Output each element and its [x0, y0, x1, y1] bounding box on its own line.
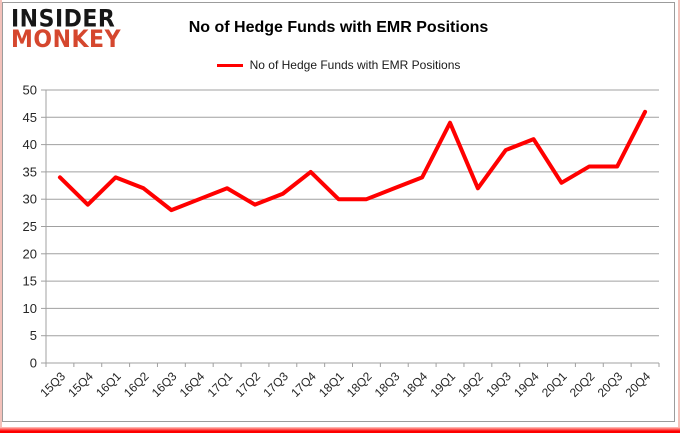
logo-line2: MONKEY	[11, 26, 122, 54]
right-border	[678, 0, 680, 433]
x-axis-label: 16Q3	[149, 369, 180, 400]
y-axis-label: 40	[23, 137, 37, 152]
y-axis-label: 50	[23, 83, 37, 98]
x-axis-label: 17Q3	[260, 369, 291, 400]
x-axis-label: 18Q1	[316, 369, 347, 400]
bottom-red-bar	[0, 427, 680, 433]
series-line	[57, 109, 648, 213]
x-axis-label: 19Q1	[427, 369, 458, 400]
y-axis-label: 15	[23, 274, 37, 289]
logo-line1: INSIDER	[11, 5, 116, 33]
x-axis-label: 15Q4	[65, 369, 96, 400]
chart-title: No of Hedge Funds with EMR Positions	[188, 19, 489, 36]
x-axis-label: 17Q2	[232, 369, 263, 400]
x-axis-label: 16Q4	[177, 369, 208, 400]
left-border	[0, 0, 2, 433]
x-axis-label: 19Q2	[455, 369, 486, 400]
legend: No of Hedge Funds with EMR Positions	[3, 58, 674, 72]
x-axis-label: 17Q1	[205, 369, 236, 400]
x-axis-label: 18Q4	[400, 369, 431, 400]
y-axis-label: 5	[30, 328, 37, 343]
y-axis-label: 10	[23, 301, 37, 316]
y-axis-label: 45	[23, 110, 37, 125]
x-axis-label: 16Q1	[93, 369, 124, 400]
x-axis-label: 16Q2	[121, 369, 152, 400]
chart-frame: INSIDER MONKEY No of Hedge Funds with EM…	[2, 2, 675, 422]
y-axis-label: 25	[23, 219, 37, 234]
legend-line-swatch	[216, 63, 243, 67]
y-axis-label: 0	[30, 356, 37, 371]
x-axis-label: 19Q4	[511, 369, 542, 400]
x-axis-label: 18Q2	[344, 369, 375, 400]
y-axis-label: 35	[23, 164, 37, 179]
y-axis-label: 30	[23, 192, 37, 207]
x-axis-label: 17Q4	[288, 369, 319, 400]
x-axis-label: 18Q3	[372, 369, 403, 400]
insider-monkey-logo: INSIDER MONKEY	[11, 5, 122, 54]
x-axis-label: 15Q3	[37, 369, 68, 400]
x-axis-label: 20Q3	[595, 369, 626, 400]
x-axis-label: 20Q4	[623, 369, 654, 400]
x-axis-label: 20Q2	[567, 369, 598, 400]
legend-label: No of Hedge Funds with EMR Positions	[249, 58, 461, 72]
x-axis-label: 20Q1	[539, 369, 570, 400]
x-axis-label: 19Q3	[483, 369, 514, 400]
line-chart: 0 5 10 15 20 25 30 35 40 45 50 15Q315Q416Q116Q216Q3…	[23, 83, 660, 400]
y-axis-label: 20	[23, 246, 37, 261]
